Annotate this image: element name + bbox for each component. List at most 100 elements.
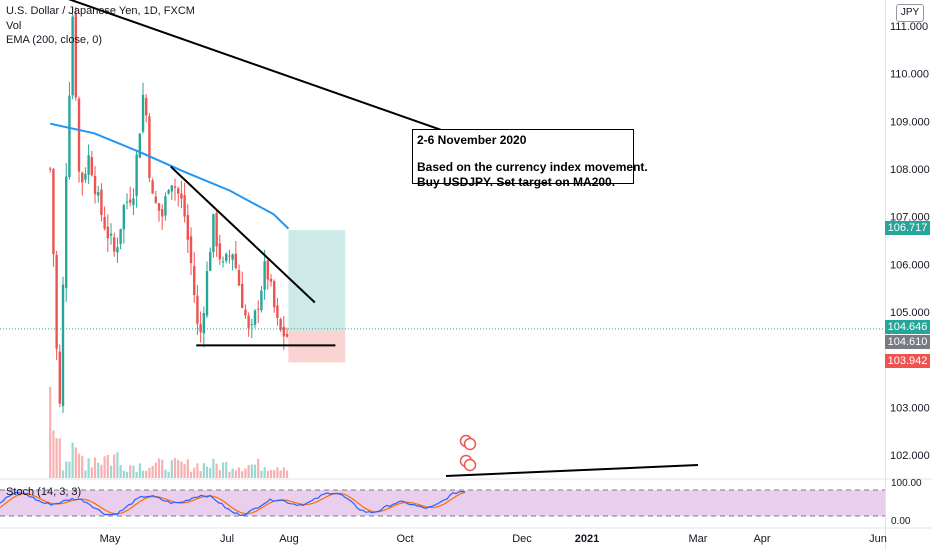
volume-bar [241, 471, 244, 478]
volume-bar [209, 467, 212, 478]
price-tick-label: 108.000 [890, 164, 930, 176]
candle-body [84, 173, 87, 180]
volume-bar [202, 463, 205, 478]
stoch-k-line [0, 490, 466, 517]
volume-bar [103, 456, 106, 478]
volume-bar [260, 470, 263, 478]
candle-body [279, 318, 282, 330]
volume-bar [257, 458, 260, 478]
volume-bar [285, 470, 289, 478]
candle-body [228, 255, 231, 257]
volume-bar [65, 461, 68, 478]
annotation-line-1: Based on the currency index movement. [417, 160, 648, 174]
candle-body [116, 247, 119, 253]
price-tick-label: 105.000 [890, 307, 930, 319]
volume-bar [125, 471, 129, 478]
stop-price-tag: 103.942 [885, 354, 930, 368]
volume-bar [237, 467, 241, 478]
volume-bar [151, 465, 154, 478]
volume-bar [250, 464, 253, 478]
volume-bar [221, 462, 225, 478]
candle-body [253, 310, 257, 325]
volume-bar [253, 464, 257, 478]
volume-bar [109, 465, 113, 478]
volume-bar [119, 465, 122, 478]
volume-bar [231, 468, 234, 478]
candle-body [71, 16, 74, 96]
volume-bar [61, 470, 65, 478]
annotation-line-2: Buy USDJPY. Set target on MA200. [417, 175, 616, 189]
stop-zone [288, 330, 346, 363]
candle-body [164, 196, 167, 216]
time-tick-label: Mar [689, 533, 708, 545]
candle-body [81, 172, 84, 183]
volume-bar [157, 458, 161, 478]
symbol-title[interactable]: U.S. Dollar / Japanese Yen, 1D, FXCM [6, 5, 195, 17]
candle-body [234, 253, 238, 269]
volume-bar [164, 469, 167, 478]
candle-body [145, 98, 148, 116]
candle-body [189, 236, 193, 264]
candle-body [148, 116, 151, 178]
candle-body [215, 212, 218, 247]
candle-body [273, 281, 276, 308]
ema-label[interactable]: EMA (200, close, 0) [6, 34, 102, 46]
candle-body [183, 195, 186, 217]
time-tick-label: Aug [279, 533, 299, 545]
price-tick-label: 111.000 [890, 21, 928, 33]
volume-bar [276, 467, 279, 478]
volume-bar [81, 455, 84, 478]
event-marker [463, 437, 477, 451]
candle-body [125, 201, 129, 203]
candle-body [151, 180, 154, 194]
candle-body [282, 326, 286, 337]
volume-bar [132, 465, 135, 478]
candle-body [218, 243, 222, 260]
volume-bar [269, 469, 273, 478]
volume-bar [154, 462, 157, 478]
candle-body [241, 283, 244, 308]
candle-body [173, 186, 177, 188]
volume-bar [189, 471, 193, 478]
volume-bar [161, 459, 164, 478]
candle-body [132, 198, 135, 205]
volume-bar [282, 467, 285, 478]
volume-bar [77, 453, 81, 478]
volume-bar [212, 458, 215, 478]
candle-body [109, 233, 113, 236]
volume-bar [74, 447, 77, 478]
volume-bar [58, 438, 61, 478]
volume-bar [135, 471, 138, 478]
candle-body [212, 214, 215, 252]
time-tick-label: Apr [753, 533, 770, 545]
candle-body [141, 94, 145, 132]
annotation-box[interactable]: 2-6 November 2020 Based on the currency … [412, 129, 648, 189]
volume-bar [180, 461, 183, 478]
candle-body [257, 308, 260, 310]
volume-bar [113, 454, 116, 478]
volume-bar [129, 465, 132, 478]
volume-bar [68, 461, 71, 478]
volume-bar [145, 470, 148, 478]
price-tick-label: 110.000 [890, 69, 929, 81]
volume-bar [141, 470, 145, 478]
candle-body [237, 269, 241, 286]
candle-body [93, 175, 97, 195]
price-tick-label: 107.000 [890, 212, 930, 224]
candle-body [209, 252, 212, 271]
candle-body [221, 261, 225, 263]
candle-body [129, 199, 132, 203]
candle-body [135, 154, 138, 196]
time-tick-label: Jun [869, 533, 887, 545]
candle-body [177, 188, 180, 194]
candle-body [157, 203, 161, 211]
candle-body [161, 209, 164, 217]
price-tick-label: 102.000 [890, 450, 930, 462]
stoch-label[interactable]: Stoch (14, 3, 3) [6, 486, 82, 498]
candle-body [231, 254, 234, 260]
currency-button[interactable]: JPY [896, 4, 924, 22]
volume-label[interactable]: Vol [6, 20, 22, 32]
volume-bar [87, 458, 90, 478]
